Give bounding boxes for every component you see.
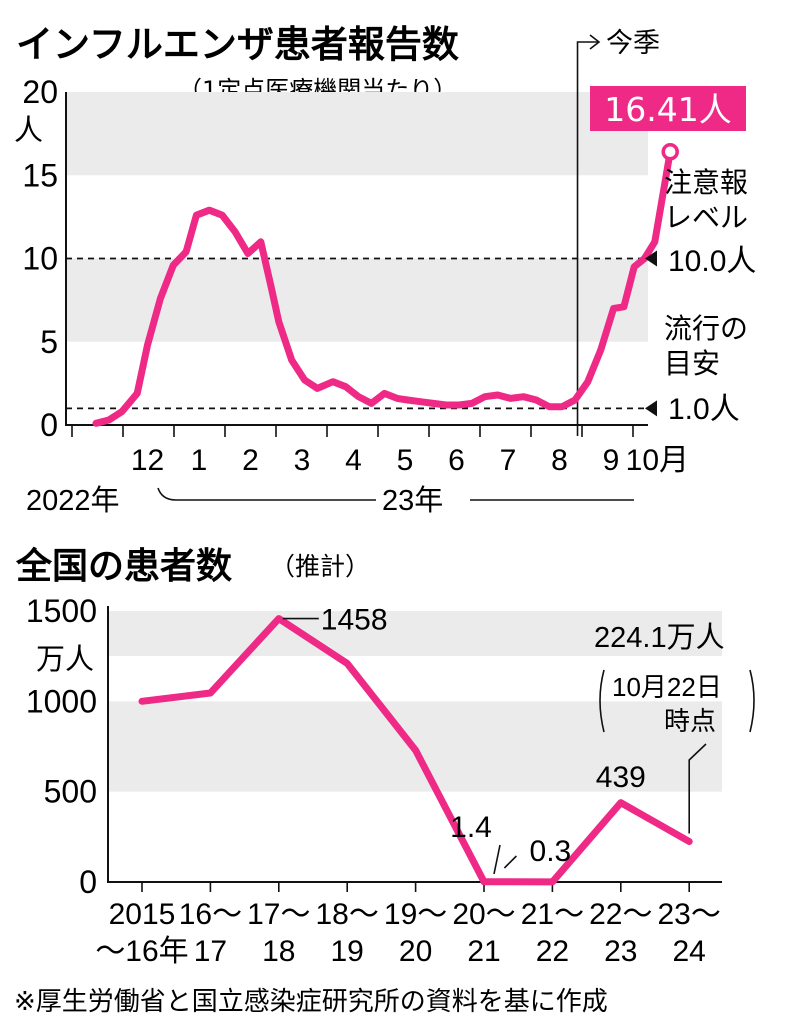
epidemic-threshold-label-1: 流行の xyxy=(664,312,748,345)
current-season-label: 今季 xyxy=(606,28,660,59)
chart2-series-line xyxy=(138,615,693,886)
data-label: 0.3 xyxy=(530,835,572,868)
latest-estimate-value: 224.1万人 xyxy=(594,622,725,654)
chart2-y-tick-label: 0 xyxy=(79,864,97,900)
chart2-x-tick-label: 16～ xyxy=(179,898,242,931)
chart1-title: インフルエンザ患者報告数 xyxy=(16,23,459,66)
chart1-x-ticks: 12 1 2 3 4 5 6 7 8 9 10月 xyxy=(71,425,689,477)
chart1-year-bracket-left xyxy=(157,487,376,501)
data-label-leader xyxy=(503,855,517,869)
latest-value-label: 16.41人 xyxy=(604,90,731,129)
chart2-x-tick-label: 20 xyxy=(399,935,432,968)
chart1-x-tick-label: 1 xyxy=(191,444,208,477)
chart1-y-unit: 人 xyxy=(14,115,43,147)
chart2-title: 全国の患者数 xyxy=(15,545,232,587)
latest-estimate-date-2: 時点 xyxy=(664,706,716,736)
chart1-y-ticks: 0 5 10 15 20 xyxy=(22,74,58,443)
epidemic-threshold-pointer-icon xyxy=(645,400,657,417)
warning-level-label-2: レベル xyxy=(664,201,748,234)
chart2-x-tick-label: ～16年 xyxy=(95,935,188,968)
chart2-x-ticks: 2015 ～16年 16～ 17 17～ 18 18～ 19 19～ 20 20～ 21 21～ 22 22… xyxy=(95,882,721,968)
epidemic-threshold-label-2: 目安 xyxy=(664,347,720,380)
latest-value-badge xyxy=(590,86,746,131)
chart1-series-line xyxy=(92,148,674,427)
chart2-x-tick-label: 23 xyxy=(604,935,637,968)
chart1-x-tick-label: 2 xyxy=(242,444,259,477)
chart1-x-tick-label: 6 xyxy=(448,444,465,477)
latest-estimate-date-1: 10月22日 xyxy=(612,672,722,702)
warning-level-value: 10.0人 xyxy=(668,245,756,278)
latest-estimate-paren-right xyxy=(749,669,755,733)
chart1-x-tick-label: 10月 xyxy=(626,444,689,477)
chart2-y-tick-label: 500 xyxy=(44,774,97,810)
chart1-x-tick-label: 3 xyxy=(294,444,311,477)
chart2-x-tick-label: 22～ xyxy=(589,898,652,931)
chart1-x-tick-label: 9 xyxy=(603,444,620,477)
chart2-x-tick-label: 23～ xyxy=(658,898,721,931)
data-label: 1458 xyxy=(321,604,388,637)
chart2-x-tick-label: 24 xyxy=(673,935,706,968)
chart2-x-tick-label: 19～ xyxy=(384,898,447,931)
chart1-y-tick-label: 0 xyxy=(40,407,58,443)
chart2-x-tick-label: 18～ xyxy=(316,898,379,931)
warning-level-pointer-icon xyxy=(645,250,657,267)
current-season-arrow-icon xyxy=(589,34,601,50)
latest-estimate-leader xyxy=(688,743,707,834)
current-season-marker xyxy=(576,41,598,436)
chart1-latest-point xyxy=(661,143,679,161)
chart1-band-1 xyxy=(66,92,648,176)
chart1-x-tick-label: 4 xyxy=(345,444,362,477)
chart2-x-tick-label: 21～ xyxy=(521,898,584,931)
warning-level-label-1: 注意報 xyxy=(664,166,748,199)
chart2-x-tick-label: 17 xyxy=(194,935,227,968)
chart1-x-tick-label: 7 xyxy=(500,444,517,477)
chart1-y-tick-label: 5 xyxy=(40,324,58,360)
data-label: 1.4 xyxy=(450,811,492,844)
chart2-y-ticks: 0 500 1000 1500 xyxy=(26,593,97,900)
chart2-x-tick-label: 19 xyxy=(331,935,364,968)
epidemic-threshold-value: 1.0人 xyxy=(668,393,740,426)
chart2-x-tick-label: 17～ xyxy=(247,898,310,931)
chart1-year-start: 2022年 xyxy=(26,484,120,517)
chart2-band-top xyxy=(108,611,722,656)
chart1-y-tick-label: 10 xyxy=(22,241,58,277)
chart1-y-tick-label: 20 xyxy=(22,74,58,110)
chart2-x-tick-label: 20～ xyxy=(452,898,515,931)
chart1-x-tick-label: 5 xyxy=(397,444,414,477)
chart2-x-tick-label: 18 xyxy=(262,935,295,968)
chart2-x-tick-label: 21 xyxy=(467,935,500,968)
chart1-x-tick-label: 8 xyxy=(551,444,568,477)
chart1-y-tick-label: 15 xyxy=(22,157,58,193)
chart1-bands xyxy=(66,92,648,342)
chart2-subtitle: （推計） xyxy=(270,552,370,581)
latest-estimate-paren-left xyxy=(599,669,605,733)
data-label: 439 xyxy=(596,761,646,794)
chart1-year-next: 23年 xyxy=(382,484,443,517)
data-label-leader xyxy=(493,844,501,875)
chart2-y-tick-label: 1500 xyxy=(26,593,97,629)
chart1-x-tick-label: 12 xyxy=(131,444,164,477)
chart2-x-tick-label: 2015 xyxy=(109,898,176,931)
chart2-data-labels: 1458 1.4 0.3 439 xyxy=(282,604,646,875)
chart2-y-unit: 万人 xyxy=(36,644,94,676)
chart2-x-tick-label: 22 xyxy=(536,935,569,968)
chart2-y-tick-label: 1000 xyxy=(26,683,97,719)
source-note: ※厚生労働省と国立感染症研究所の資料を基に作成 xyxy=(14,987,608,1017)
